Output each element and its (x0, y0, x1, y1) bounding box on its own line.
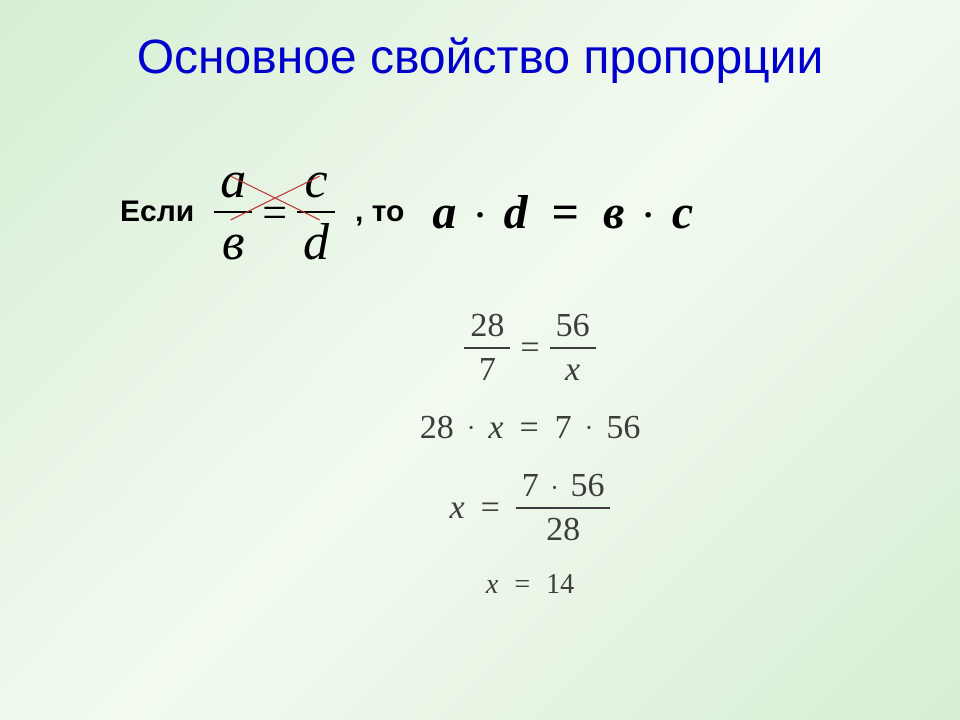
ex1-f1-den: 7 (473, 353, 502, 387)
ex3-num: 7 · 56 (516, 469, 611, 503)
example-line-1: 28 7 = 56 x (364, 309, 595, 387)
ex3-lhs: x (450, 489, 465, 527)
ex3-num-dot: · (550, 473, 559, 502)
ex2-lhs-a: 28 (420, 409, 454, 447)
ex1-f1-num: 28 (464, 309, 510, 343)
ex3-num-b: 56 (570, 467, 604, 504)
fraction-right: c d (297, 155, 335, 269)
slide: Основное свойство пропорции Если a в = c… (0, 0, 960, 720)
example-line-3: x = 7 · 56 28 (350, 469, 611, 547)
ex4-lhs: x (486, 569, 498, 601)
frac1-den: в (216, 217, 251, 269)
ex3-eq: = (481, 489, 500, 527)
ex1-f2-num: 56 (550, 309, 596, 343)
res-b: в (603, 186, 626, 239)
ex2-rhs-b: 56 (606, 409, 640, 447)
ex2-dot-1: · (467, 413, 476, 443)
ex1-frac1: 28 7 (464, 309, 510, 387)
frac2-num: c (298, 155, 333, 207)
frac1-num: a (214, 155, 252, 207)
rule-row: Если a в = c d , то a · d = в (40, 155, 920, 269)
example-line-2: 28 · x = 7 · 56 (320, 409, 641, 447)
fraction-left: a в (214, 155, 252, 269)
ex2-dot-2: · (585, 413, 594, 443)
res-c: c (672, 186, 695, 239)
ex3-bar (516, 507, 611, 509)
ex1-f1-bar (464, 347, 510, 349)
frac1-bar (214, 211, 252, 213)
res-eq: = (552, 186, 581, 239)
equals-sign: = (262, 187, 287, 238)
if-label: Если (120, 195, 194, 229)
ex2-rhs-a: 7 (555, 409, 572, 447)
ex3-frac: 7 · 56 28 (516, 469, 611, 547)
ex1-frac2: 56 x (550, 309, 596, 387)
ex1-eq: = (520, 329, 539, 367)
ex1-f2-bar (550, 347, 596, 349)
ex1-f2-den: x (559, 353, 586, 387)
frac2-bar (297, 211, 335, 213)
res-a: a (432, 186, 458, 239)
ex3-den: 28 (540, 513, 586, 547)
slide-title: Основное свойство пропорции (40, 30, 920, 85)
proportion-expression: a в = c d (214, 155, 335, 269)
ex4-rhs: 14 (546, 569, 574, 601)
ex2-eq: = (519, 409, 538, 447)
then-label: , то (355, 195, 404, 229)
ex3-num-a: 7 (522, 467, 539, 504)
example-line-4: x = 14 (386, 569, 574, 601)
res-d: d (504, 186, 530, 239)
ex2-lhs-b: x (488, 409, 503, 447)
ex4-eq: = (514, 569, 530, 601)
res-dot-1: · (474, 197, 487, 234)
frac2-den: d (297, 217, 335, 269)
example-block: 28 7 = 56 x 28 · x = 7 · 56 x = (40, 309, 920, 601)
result-expression: a · d = в · c (432, 185, 695, 240)
res-dot-2: · (642, 197, 655, 234)
